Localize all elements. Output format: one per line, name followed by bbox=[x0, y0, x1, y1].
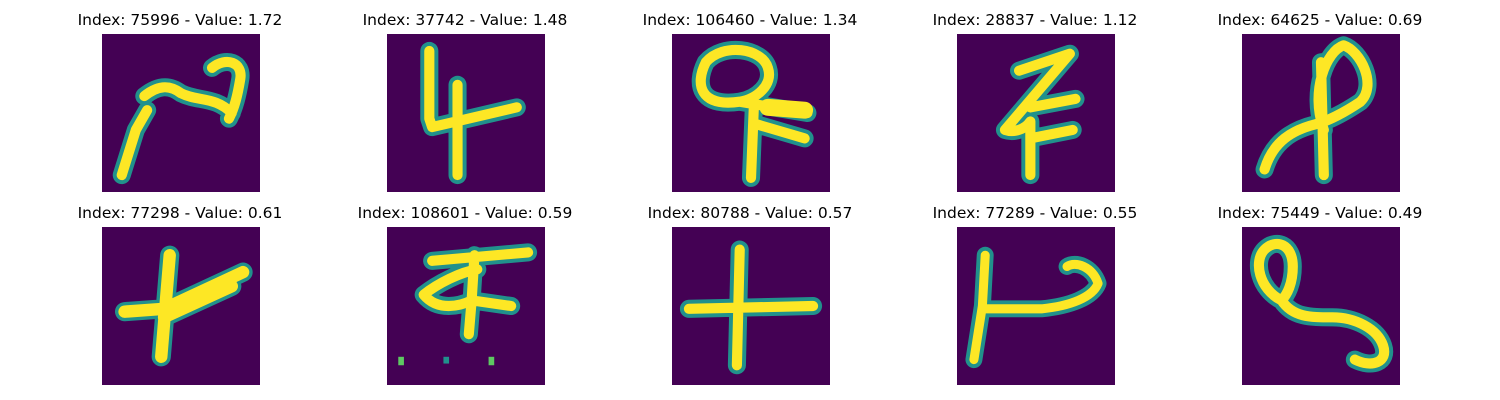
glyph-image bbox=[1242, 227, 1400, 385]
glyph-image bbox=[672, 227, 830, 385]
handwritten-glyph-6 bbox=[102, 227, 260, 385]
panel-8: Index: 80788 - Value: 0.57 bbox=[630, 193, 870, 385]
panel-title: Index: 28837 - Value: 1.12 bbox=[932, 11, 1138, 29]
glyph-image bbox=[1242, 34, 1400, 192]
panel-title: Index: 77289 - Value: 0.55 bbox=[932, 204, 1138, 222]
glyph-image bbox=[957, 34, 1115, 192]
panel-2: Index: 37742 - Value: 1.48 bbox=[345, 0, 585, 192]
panel-title: Index: 77298 - Value: 0.61 bbox=[77, 204, 283, 222]
panel-7: Index: 108601 - Value: 0.59 bbox=[345, 193, 585, 385]
glyph-image bbox=[102, 227, 260, 385]
handwritten-glyph-7 bbox=[387, 227, 545, 385]
handwritten-glyph-10 bbox=[1242, 227, 1400, 385]
panel-title: Index: 64625 - Value: 0.69 bbox=[1217, 11, 1423, 29]
handwritten-glyph-2 bbox=[387, 34, 545, 192]
panel-title: Index: 108601 - Value: 0.59 bbox=[357, 204, 573, 222]
handwritten-glyph-3 bbox=[672, 34, 830, 192]
panel-10: Index: 75449 - Value: 0.49 bbox=[1200, 193, 1440, 385]
glyph-image bbox=[387, 34, 545, 192]
panel-title: Index: 37742 - Value: 1.48 bbox=[362, 11, 568, 29]
handwritten-glyph-5 bbox=[1242, 34, 1400, 192]
handwritten-glyph-4 bbox=[957, 34, 1115, 192]
handwritten-glyph-9 bbox=[957, 227, 1115, 385]
panel-1: Index: 75996 - Value: 1.72 bbox=[60, 0, 300, 192]
panel-title: Index: 75996 - Value: 1.72 bbox=[77, 11, 283, 29]
glyph-image bbox=[387, 227, 545, 385]
handwritten-glyph-1 bbox=[102, 34, 260, 192]
panel-title: Index: 80788 - Value: 0.57 bbox=[647, 204, 853, 222]
panel-4: Index: 28837 - Value: 1.12 bbox=[915, 0, 1155, 192]
panel-title: Index: 106460 - Value: 1.34 bbox=[642, 11, 858, 29]
panel-9: Index: 77289 - Value: 0.55 bbox=[915, 193, 1155, 385]
panel-3: Index: 106460 - Value: 1.34 bbox=[630, 0, 870, 192]
panel-5: Index: 64625 - Value: 0.69 bbox=[1200, 0, 1440, 192]
glyph-image bbox=[957, 227, 1115, 385]
handwritten-glyph-8 bbox=[672, 227, 830, 385]
glyph-image bbox=[102, 34, 260, 192]
glyph-image bbox=[672, 34, 830, 192]
panel-6: Index: 77298 - Value: 0.61 bbox=[60, 193, 300, 385]
panel-title: Index: 75449 - Value: 0.49 bbox=[1217, 204, 1423, 222]
